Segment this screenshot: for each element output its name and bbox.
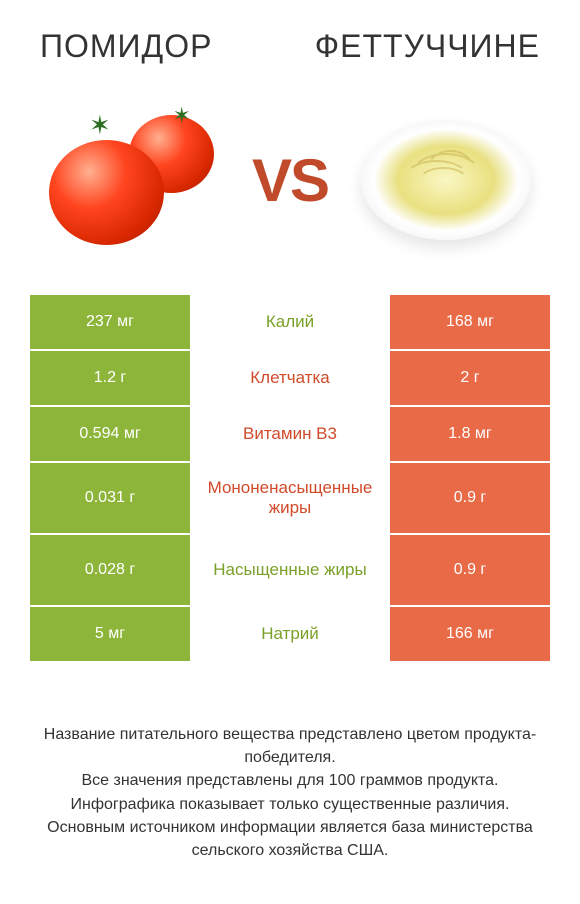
cell-mid: Клетчатка: [190, 351, 390, 405]
footer-line-4: Основным источником информации является …: [20, 816, 560, 862]
tomato-icon: ✶ ✶: [49, 115, 219, 245]
footer-notes: Название питательного вещества представл…: [20, 723, 560, 862]
cell-left: 0.028 г: [30, 535, 190, 605]
images-row: ✶ ✶ VS: [0, 75, 580, 295]
cell-right: 0.9 г: [390, 535, 550, 605]
cell-right: 0.9 г: [390, 463, 550, 533]
table-row: 0.031 гМононенасыщенные жиры0.9 г: [30, 463, 550, 535]
cell-right: 166 мг: [390, 607, 550, 661]
cell-right: 2 г: [390, 351, 550, 405]
left-image: ✶ ✶: [44, 105, 224, 255]
pasta-icon: [361, 120, 531, 240]
cell-left: 237 мг: [30, 295, 190, 349]
table-row: 0.594 мгВитамин B31.8 мг: [30, 407, 550, 463]
vs-label: VS: [252, 146, 328, 215]
table-row: 0.028 гНасыщенные жиры0.9 г: [30, 535, 550, 607]
cell-left: 5 мг: [30, 607, 190, 661]
footer-line-2: Все значения представлены для 100 граммо…: [20, 769, 560, 792]
table-row: 5 мгНатрий166 мг: [30, 607, 550, 663]
cell-left: 0.031 г: [30, 463, 190, 533]
cell-mid: Мононенасыщенные жиры: [190, 463, 390, 533]
cell-left: 0.594 мг: [30, 407, 190, 461]
title-right: ФЕТТУЧЧИНЕ: [315, 28, 540, 65]
cell-mid: Витамин B3: [190, 407, 390, 461]
cell-left: 1.2 г: [30, 351, 190, 405]
cell-mid: Насыщенные жиры: [190, 535, 390, 605]
cell-mid: Натрий: [190, 607, 390, 661]
right-image: [356, 105, 536, 255]
table-row: 237 мгКалий168 мг: [30, 295, 550, 351]
cell-mid: Калий: [190, 295, 390, 349]
footer-line-3: Инфографика показывает только существенн…: [20, 793, 560, 816]
comparison-table: 237 мгКалий168 мг1.2 гКлетчатка2 г0.594 …: [30, 295, 550, 663]
table-row: 1.2 гКлетчатка2 г: [30, 351, 550, 407]
cell-right: 168 мг: [390, 295, 550, 349]
header: ПОМИДОР ФЕТТУЧЧИНЕ: [0, 0, 580, 75]
cell-right: 1.8 мг: [390, 407, 550, 461]
title-left: ПОМИДОР: [40, 28, 212, 65]
footer-line-1: Название питательного вещества представл…: [20, 723, 560, 769]
